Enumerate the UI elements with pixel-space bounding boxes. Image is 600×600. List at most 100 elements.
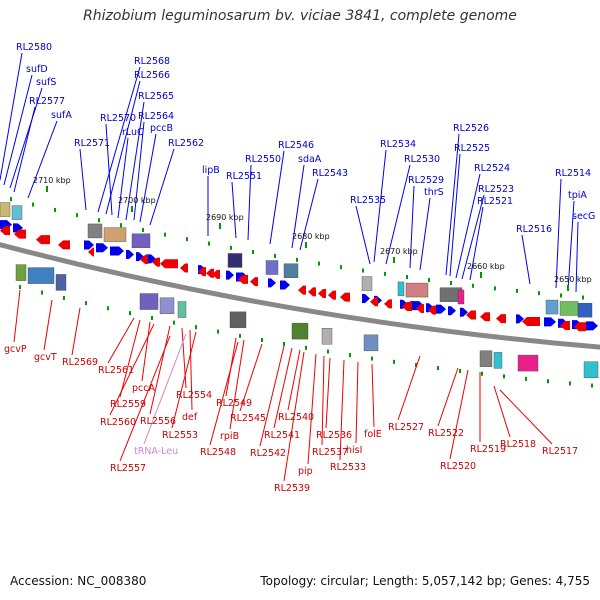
leader-line (259, 345, 285, 447)
reverse-gene-arrow (58, 240, 70, 250)
leader-line (139, 133, 157, 223)
gene-label: sufA (51, 110, 72, 121)
leader-line (449, 153, 461, 277)
leader-line (105, 123, 113, 216)
leader-line (27, 120, 58, 199)
forward-gene-arrow (586, 321, 598, 331)
leader-line (229, 339, 245, 430)
gene-label: rLuC (122, 127, 144, 138)
tick-mark (560, 293, 562, 298)
leader-line (299, 178, 319, 251)
gene-label: sufD (26, 64, 48, 75)
tick-mark (371, 356, 373, 361)
leader-line (171, 331, 197, 429)
gene-block (131, 233, 151, 249)
leader-line (105, 80, 141, 215)
leader-line (117, 137, 129, 219)
forward-gene-arrow (84, 240, 94, 250)
gene-block (479, 350, 493, 367)
tick-mark (283, 341, 285, 346)
gene-label: RL2535 (350, 195, 386, 206)
gene-block (87, 223, 103, 239)
gene-label: sdaA (298, 154, 322, 165)
tick-mark (195, 325, 197, 330)
reverse-gene-arrow (198, 267, 206, 277)
forward-gene-arrow (136, 252, 144, 262)
gene-label: RL2521 (477, 196, 513, 207)
tick-mark (76, 213, 78, 218)
leader-line (291, 164, 305, 249)
gene-label: RL2542 (250, 448, 286, 459)
leader-line (287, 349, 301, 411)
gene-label: tpiA (568, 190, 587, 201)
leader-line (141, 321, 151, 382)
kbp-label: 2690 kbp (206, 213, 244, 222)
gene-block (361, 276, 373, 291)
leader-line (239, 343, 263, 412)
reverse-gene-arrow (88, 247, 94, 257)
leader-line (9, 87, 43, 189)
tick-mark (54, 207, 56, 212)
tick-mark (19, 285, 21, 290)
reverse-gene-arrow (522, 317, 540, 327)
gene-block (405, 282, 429, 298)
gene-label: secG (572, 211, 595, 222)
gene-blocks (0, 202, 599, 378)
leader-line (143, 333, 187, 445)
gene-block (15, 264, 27, 281)
gene-label: RL2560 (100, 417, 136, 428)
gene-label: RL2577 (29, 96, 65, 107)
tick-mark (547, 379, 549, 384)
forward-gene-arrow (126, 249, 134, 259)
forward-gene-arrow (268, 278, 276, 288)
leader-line (445, 133, 460, 276)
tick-mark (481, 371, 483, 376)
gene-label: RL2565 (138, 91, 174, 102)
tick-mark (120, 223, 122, 228)
gene-block (559, 301, 579, 316)
tick-mark (472, 283, 474, 288)
leader-line (273, 347, 293, 429)
leader-line (567, 200, 575, 291)
tick-mark (164, 232, 166, 237)
tick-mark (384, 271, 386, 276)
gene-label: sufS (36, 77, 56, 88)
reverse-gene-arrow (298, 285, 306, 295)
forward-gene-arrow (516, 314, 524, 324)
gene-block (139, 293, 159, 310)
tick-mark (494, 286, 496, 291)
gene-label: RL2519 (470, 444, 506, 455)
gene-label: RL2534 (380, 139, 416, 150)
kbp-label: 2680 kbp (292, 232, 330, 241)
tick-mark (525, 376, 527, 381)
gene-label: RL2556 (140, 416, 176, 427)
genome-summary: Topology: circular; Length: 5,057,142 bp… (260, 574, 590, 588)
tick-mark (142, 227, 144, 232)
reverse-gene-arrow (384, 299, 392, 309)
leader-line (307, 353, 317, 465)
gene-label: RL2529 (408, 175, 444, 186)
kbp-label: 2650 kbp (554, 275, 592, 284)
kbp-label: 2660 kbp (467, 262, 505, 271)
leader-line (469, 206, 484, 281)
leader-line (493, 385, 511, 438)
forward-gene-arrow (400, 299, 408, 309)
leader-line (209, 341, 239, 446)
gene-block (517, 354, 539, 372)
tick-mark (98, 218, 100, 223)
kbp-labels: 2710 kbp 2700 kbp 2690 kbp 2680 kbp 2670 kbp… (33, 176, 592, 291)
gene-label: RL2541 (264, 430, 300, 441)
leader-line (437, 367, 459, 427)
leader-line (409, 185, 415, 269)
leader-line (125, 101, 145, 221)
tick-mark (173, 320, 175, 325)
tick-mark (582, 295, 584, 300)
gene-label: RL2559 (110, 399, 146, 410)
gene-label: RL2522 (428, 428, 464, 439)
leader-line (119, 319, 141, 398)
gene-block (321, 327, 333, 345)
gene-label: RL2545 (230, 413, 266, 424)
leader-line (71, 307, 81, 356)
leader-line (419, 197, 431, 271)
gene-block (545, 299, 559, 315)
